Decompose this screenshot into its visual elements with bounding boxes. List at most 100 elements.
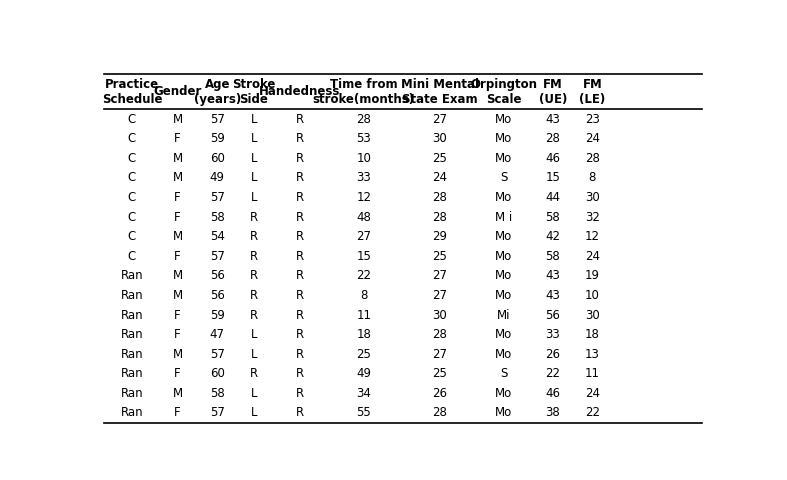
Text: 30: 30: [585, 191, 600, 204]
Text: Mo: Mo: [495, 289, 512, 302]
Text: R: R: [249, 250, 258, 263]
Text: Ran: Ran: [120, 328, 143, 341]
Text: 8: 8: [360, 289, 368, 302]
Text: C: C: [127, 132, 136, 145]
Text: 25: 25: [433, 367, 447, 380]
Text: Mo: Mo: [495, 152, 512, 165]
Text: 57: 57: [210, 113, 225, 126]
Text: 18: 18: [357, 328, 371, 341]
Text: F: F: [175, 309, 181, 322]
Text: 13: 13: [585, 348, 600, 360]
Text: Handedness: Handedness: [259, 85, 340, 98]
Text: Mo: Mo: [495, 348, 512, 360]
Text: 15: 15: [545, 171, 560, 184]
Text: R: R: [296, 309, 304, 322]
Text: 38: 38: [545, 407, 560, 420]
Text: 49: 49: [210, 171, 225, 184]
Text: L: L: [250, 407, 257, 420]
Text: 10: 10: [585, 289, 600, 302]
Text: R: R: [249, 211, 258, 224]
Text: 30: 30: [433, 132, 447, 145]
Text: 28: 28: [433, 328, 447, 341]
Text: 19: 19: [585, 269, 600, 282]
Text: 44: 44: [545, 191, 560, 204]
Text: L: L: [250, 191, 257, 204]
Text: C: C: [127, 250, 136, 263]
Text: Ran: Ran: [120, 269, 143, 282]
Text: 11: 11: [585, 367, 600, 380]
Text: 29: 29: [432, 230, 448, 243]
Text: Ran: Ran: [120, 367, 143, 380]
Text: L: L: [250, 171, 257, 184]
Text: 59: 59: [210, 309, 225, 322]
Text: C: C: [127, 113, 136, 126]
Text: M: M: [172, 171, 183, 184]
Text: 49: 49: [357, 367, 371, 380]
Text: 12: 12: [357, 191, 371, 204]
Text: Mo: Mo: [495, 250, 512, 263]
Text: L: L: [250, 387, 257, 400]
Text: R: R: [296, 250, 304, 263]
Text: C: C: [127, 171, 136, 184]
Text: M: M: [172, 152, 183, 165]
Text: 53: 53: [357, 132, 371, 145]
Text: 28: 28: [357, 113, 371, 126]
Text: R: R: [296, 407, 304, 420]
Text: M i: M i: [495, 211, 512, 224]
Text: Mo: Mo: [495, 132, 512, 145]
Text: M: M: [172, 289, 183, 302]
Text: R: R: [296, 132, 304, 145]
Text: 28: 28: [433, 191, 447, 204]
Text: 43: 43: [545, 113, 560, 126]
Text: S: S: [501, 171, 508, 184]
Text: 57: 57: [210, 250, 225, 263]
Text: 25: 25: [357, 348, 371, 360]
Text: 30: 30: [433, 309, 447, 322]
Text: R: R: [296, 171, 304, 184]
Text: 56: 56: [545, 309, 560, 322]
Text: 57: 57: [210, 407, 225, 420]
Text: 56: 56: [210, 269, 225, 282]
Text: F: F: [175, 250, 181, 263]
Text: R: R: [296, 230, 304, 243]
Text: 55: 55: [357, 407, 371, 420]
Text: 23: 23: [585, 113, 600, 126]
Text: 46: 46: [545, 152, 560, 165]
Text: Ran: Ran: [120, 348, 143, 360]
Text: R: R: [296, 387, 304, 400]
Text: 26: 26: [432, 387, 448, 400]
Text: R: R: [249, 289, 258, 302]
Text: 10: 10: [357, 152, 371, 165]
Text: Mo: Mo: [495, 328, 512, 341]
Text: 25: 25: [433, 250, 447, 263]
Text: 58: 58: [545, 250, 560, 263]
Text: M: M: [172, 230, 183, 243]
Text: 30: 30: [585, 309, 600, 322]
Text: Mo: Mo: [495, 387, 512, 400]
Text: Orpington
Scale: Orpington Scale: [471, 78, 538, 106]
Text: F: F: [175, 132, 181, 145]
Text: C: C: [127, 211, 136, 224]
Text: 48: 48: [357, 211, 371, 224]
Text: L: L: [250, 328, 257, 341]
Text: R: R: [296, 348, 304, 360]
Text: R: R: [296, 211, 304, 224]
Text: 43: 43: [545, 289, 560, 302]
Text: 24: 24: [432, 171, 448, 184]
Text: 22: 22: [357, 269, 371, 282]
Text: Mini Mental
State Exam: Mini Mental State Exam: [401, 78, 479, 106]
Text: 27: 27: [357, 230, 371, 243]
Text: S: S: [501, 367, 508, 380]
Text: 12: 12: [585, 230, 600, 243]
Text: R: R: [296, 328, 304, 341]
Text: R: R: [296, 191, 304, 204]
Text: L: L: [250, 132, 257, 145]
Text: F: F: [175, 407, 181, 420]
Text: R: R: [249, 230, 258, 243]
Text: 57: 57: [210, 191, 225, 204]
Text: M: M: [172, 387, 183, 400]
Text: 22: 22: [585, 407, 600, 420]
Text: 33: 33: [357, 171, 371, 184]
Text: Mo: Mo: [495, 269, 512, 282]
Text: M: M: [172, 113, 183, 126]
